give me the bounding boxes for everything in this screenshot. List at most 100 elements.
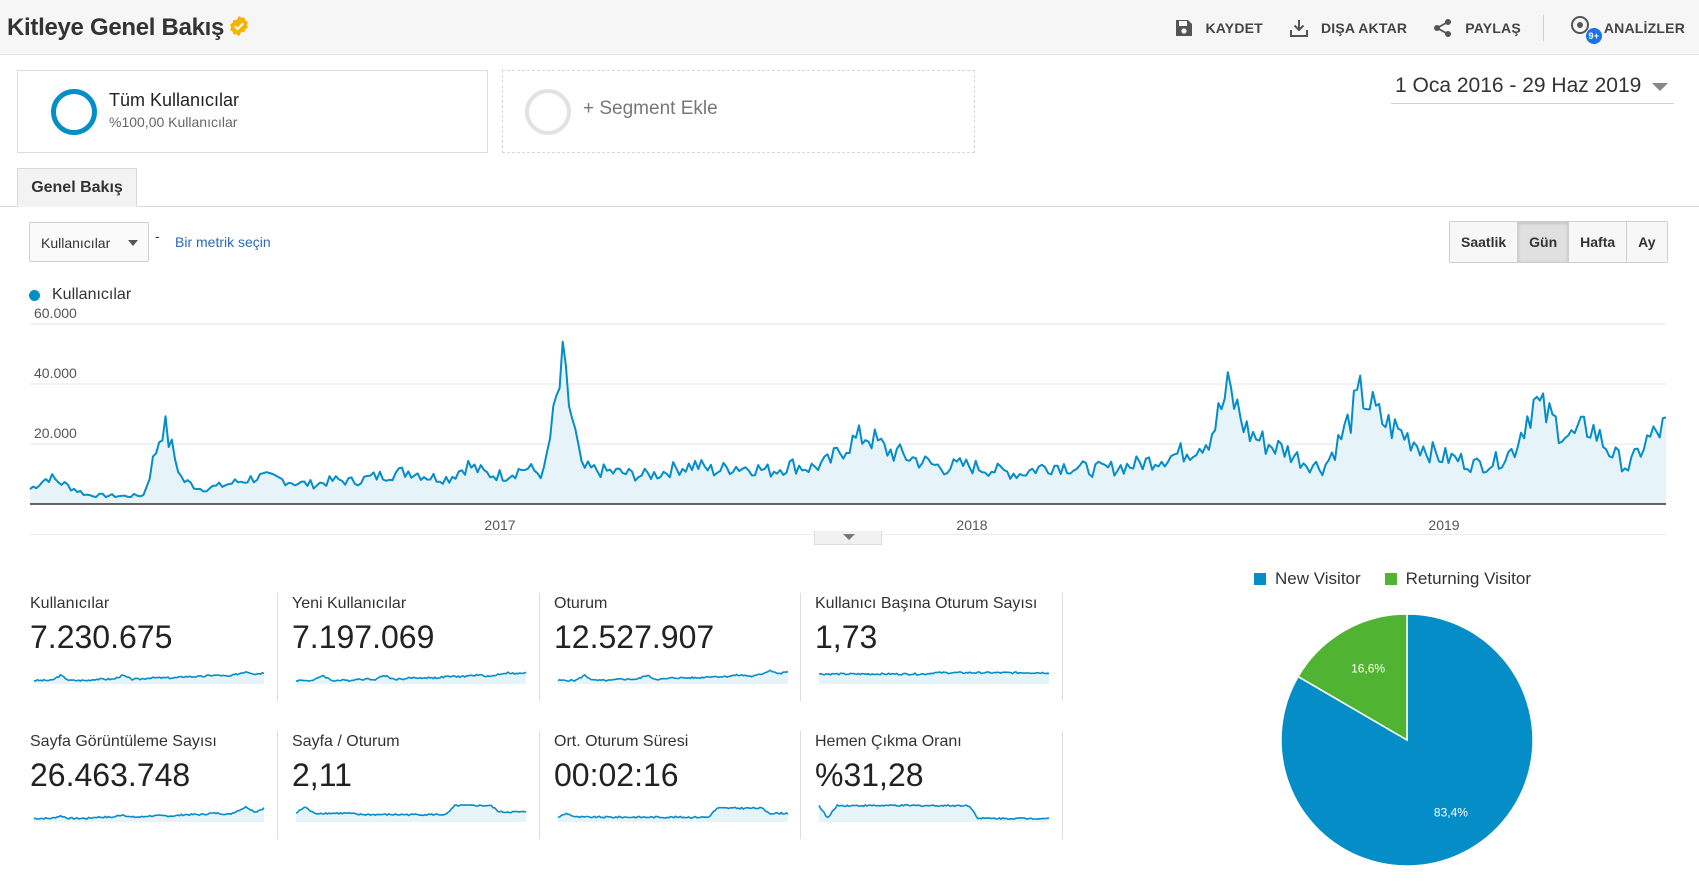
share-icon [1434, 18, 1452, 37]
insights-badge: 9+ [1585, 27, 1602, 44]
x-tick-label: 2017 [484, 517, 515, 533]
pie-slice-label: 16,6% [1351, 661, 1385, 675]
metric-tile[interactable]: Yeni Kullanıcılar 7.197.069 [292, 595, 542, 720]
legend-label: Kullanıcılar [52, 286, 132, 303]
metric-label: Kullanıcılar [30, 595, 110, 612]
insights-icon [1570, 15, 1589, 34]
report-header: Kitleye Genel Bakış KAYDET DIŞA AKTAR PA… [0, 0, 1699, 55]
tile-divider [277, 731, 278, 839]
save-button[interactable]: KAYDET [1175, 19, 1263, 37]
metric-label: Yeni Kullanıcılar [292, 595, 407, 612]
tile-divider [539, 593, 540, 701]
export-label: DIŞA AKTAR [1320, 19, 1408, 36]
metric-sparkline [295, 671, 527, 684]
y-tick-label: 20.000 [34, 425, 77, 441]
chart-legend: Kullanıcılar [29, 286, 131, 304]
metric-tile[interactable]: Ort. Oturum Süresi 00:02:16 [554, 733, 804, 858]
tile-divider [1062, 593, 1063, 701]
x-tick-label: 2018 [956, 517, 987, 533]
chevron-down-icon [843, 534, 855, 540]
metric-label: Hemen Çıkma Oranı [815, 733, 962, 750]
legend-dot [29, 289, 40, 301]
metric-value: 00:02:16 [554, 757, 679, 793]
metric-label: Sayfa / Oturum [292, 733, 400, 750]
visitor-type-pie-chart: 83,4% 16,6% [1280, 613, 1534, 867]
metric-tile[interactable]: Kullanıcı Başına Oturum Sayısı 1,73 [815, 595, 1065, 720]
metric-tile[interactable]: Kullanıcılar 7.230.675 [30, 595, 280, 720]
pie-slice[interactable] [1280, 613, 1534, 867]
metric-value: 12.527.907 [554, 619, 715, 655]
pick-metric-link[interactable]: Bir metrik seçin [175, 234, 271, 250]
share-button[interactable]: PAYLAŞ [1433, 18, 1521, 38]
granularity-day[interactable]: Gün [1517, 222, 1569, 262]
segment-ring-icon [51, 89, 97, 135]
metric-sparkline [33, 671, 265, 684]
tab-divider [0, 206, 1699, 207]
sparkline-line [557, 806, 789, 819]
header-divider [1542, 14, 1544, 41]
add-segment-label: + Segment Ekle [583, 98, 718, 119]
date-range-picker[interactable]: 1 Oca 2016 - 29 Haz 2019 [1391, 70, 1674, 104]
metric-tile[interactable]: Hemen Çıkma Oranı %31,28 [815, 733, 1065, 858]
metric-value: 7.197.069 [292, 619, 435, 655]
metric-sparkline [557, 806, 789, 822]
date-range-text: 1 Oca 2016 - 29 Haz 2019 [1395, 74, 1642, 97]
sparkline-fill [558, 670, 788, 684]
granularity-toggle: Saatlik Gün Hafta Ay [1449, 221, 1668, 263]
sparkline-line [557, 669, 789, 683]
metric-value: %31,28 [815, 757, 924, 793]
sparkline-fill [558, 807, 788, 822]
save-label: KAYDET [1205, 19, 1263, 36]
sparkline-fill [296, 804, 526, 822]
sparkline-fill [819, 804, 1049, 822]
metric-value: 7.230.675 [30, 619, 173, 655]
tab-overview[interactable]: Genel Bakış [17, 168, 137, 207]
metric-label: Kullanıcı Başına Oturum Sayısı [815, 595, 1038, 612]
sparkline-fill [34, 806, 264, 822]
segment-all-users[interactable]: Tüm Kullanıcılar %100,00 Kullanıcılar [17, 70, 488, 153]
save-icon [1176, 19, 1193, 36]
tile-divider [1062, 731, 1063, 839]
users-timeline-chart: 60.000 40.000 20.000 2017 2018 2019 [29, 305, 1667, 535]
download-icon [1289, 19, 1308, 37]
sparkline-line [295, 671, 527, 683]
tile-divider [277, 593, 278, 701]
metric-sparkline [818, 803, 1050, 822]
segment-detail: %100,00 Kullanıcılar [109, 114, 238, 130]
metric-tile[interactable]: Sayfa / Oturum 2,11 [292, 733, 542, 858]
granularity-month[interactable]: Ay [1626, 222, 1667, 262]
metric-dropdown[interactable]: Kullanıcılar [29, 222, 149, 262]
verified-badge-icon [230, 15, 248, 37]
export-button[interactable]: DIŞA AKTAR [1289, 18, 1407, 38]
share-label: PAYLAŞ [1465, 19, 1521, 36]
sparkline-line [818, 671, 1050, 676]
legend-swatch-returning [1384, 573, 1397, 585]
y-tick-label: 40.000 [34, 365, 77, 381]
pie-legend: New Visitor Returning Visitor [1254, 569, 1531, 589]
metric-sparkline [818, 671, 1050, 684]
metric-tile[interactable]: Sayfa Görüntüleme Sayısı 26.463.748 [30, 733, 280, 858]
x-tick-label: 2019 [1428, 517, 1459, 533]
granularity-week[interactable]: Hafta [1568, 222, 1627, 262]
metric-separator: - [155, 228, 160, 244]
metric-value: 1,73 [815, 619, 878, 655]
metric-label: Oturum [554, 595, 608, 612]
insights-label: ANALİZLER [1603, 19, 1685, 36]
metric-sparkline [557, 669, 789, 684]
pie-slice[interactable] [1297, 613, 1408, 742]
metric-tile[interactable]: Oturum 12.527.907 [554, 595, 804, 720]
y-tick-label: 60.000 [34, 305, 77, 321]
metric-sparkline [295, 803, 527, 822]
collapse-chart-button[interactable] [814, 531, 882, 545]
insights-button[interactable]: 9+ ANALİZLER [1570, 15, 1685, 44]
legend-returning-visitor: Returning Visitor [1405, 569, 1532, 588]
users-area-fill [30, 341, 1666, 504]
metric-label: Sayfa Görüntüleme Sayısı [30, 733, 217, 750]
legend-swatch-new [1254, 573, 1266, 585]
metric-sparkline [33, 805, 265, 822]
granularity-hourly[interactable]: Saatlik [1450, 222, 1518, 262]
chevron-down-icon [1652, 83, 1668, 91]
segment-name: Tüm Kullanıcılar [109, 90, 240, 110]
sparkline-line [33, 671, 265, 683]
add-segment-button[interactable]: + Segment Ekle [502, 70, 975, 153]
